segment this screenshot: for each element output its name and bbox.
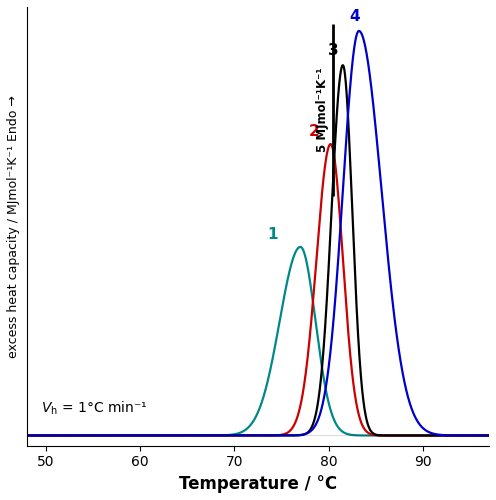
Text: 3: 3 bbox=[328, 44, 339, 59]
Text: 2: 2 bbox=[309, 124, 320, 139]
Text: 4: 4 bbox=[350, 9, 361, 24]
Text: 5 MJmol⁻¹K⁻¹: 5 MJmol⁻¹K⁻¹ bbox=[316, 68, 329, 152]
Text: 1: 1 bbox=[267, 227, 277, 242]
Y-axis label: excess heat capacity / MJmol⁻¹K⁻¹ Endo →: excess heat capacity / MJmol⁻¹K⁻¹ Endo → bbox=[7, 95, 20, 358]
X-axis label: Temperature / °C: Temperature / °C bbox=[179, 475, 337, 493]
Text: $\mathit{V}_{\mathrm{h}}$ = 1°C min⁻¹: $\mathit{V}_{\mathrm{h}}$ = 1°C min⁻¹ bbox=[41, 399, 148, 416]
